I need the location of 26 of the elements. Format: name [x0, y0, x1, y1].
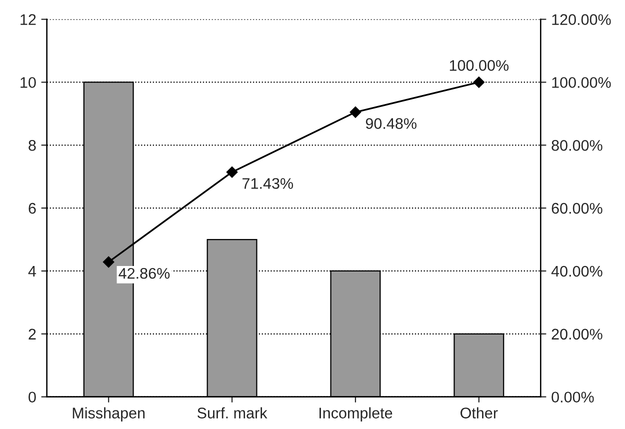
data-label: 100.00%	[450, 60, 509, 71]
point	[350, 106, 362, 118]
y2-tick-label: 100.00%	[552, 77, 611, 88]
x-tick-label: Surf. mark	[198, 407, 268, 418]
y2-tick-label: 120.00%	[552, 14, 611, 25]
x-tick-label: Other	[460, 407, 498, 418]
point	[473, 76, 485, 88]
data-label: 90.48%	[366, 118, 416, 129]
point	[102, 256, 114, 268]
y-tick-label: 12	[20, 14, 36, 25]
data-label: 42.86%	[118, 268, 170, 279]
y2-tick-label: 0.00%	[552, 392, 594, 403]
x-tick-label: Incomplete	[320, 407, 392, 422]
y-tick-label: 10	[20, 77, 36, 88]
y2-tick-label: 80.00%	[552, 140, 602, 151]
y-tick-label: 8	[28, 140, 36, 151]
x-tick-label: Misshapen	[72, 407, 145, 422]
y-tick-label: 2	[28, 328, 36, 340]
y2-tick-label: 20.00%	[552, 328, 602, 340]
y-tick-label: 0	[28, 392, 36, 403]
y2-tick-label: 60.00%	[552, 202, 602, 214]
y2-tick-label: 40.00%	[551, 266, 602, 277]
point	[226, 166, 238, 178]
data-label: 71.43%	[242, 178, 294, 189]
y-tick-label: 6	[28, 202, 36, 214]
y-tick-label: 4	[28, 266, 36, 277]
